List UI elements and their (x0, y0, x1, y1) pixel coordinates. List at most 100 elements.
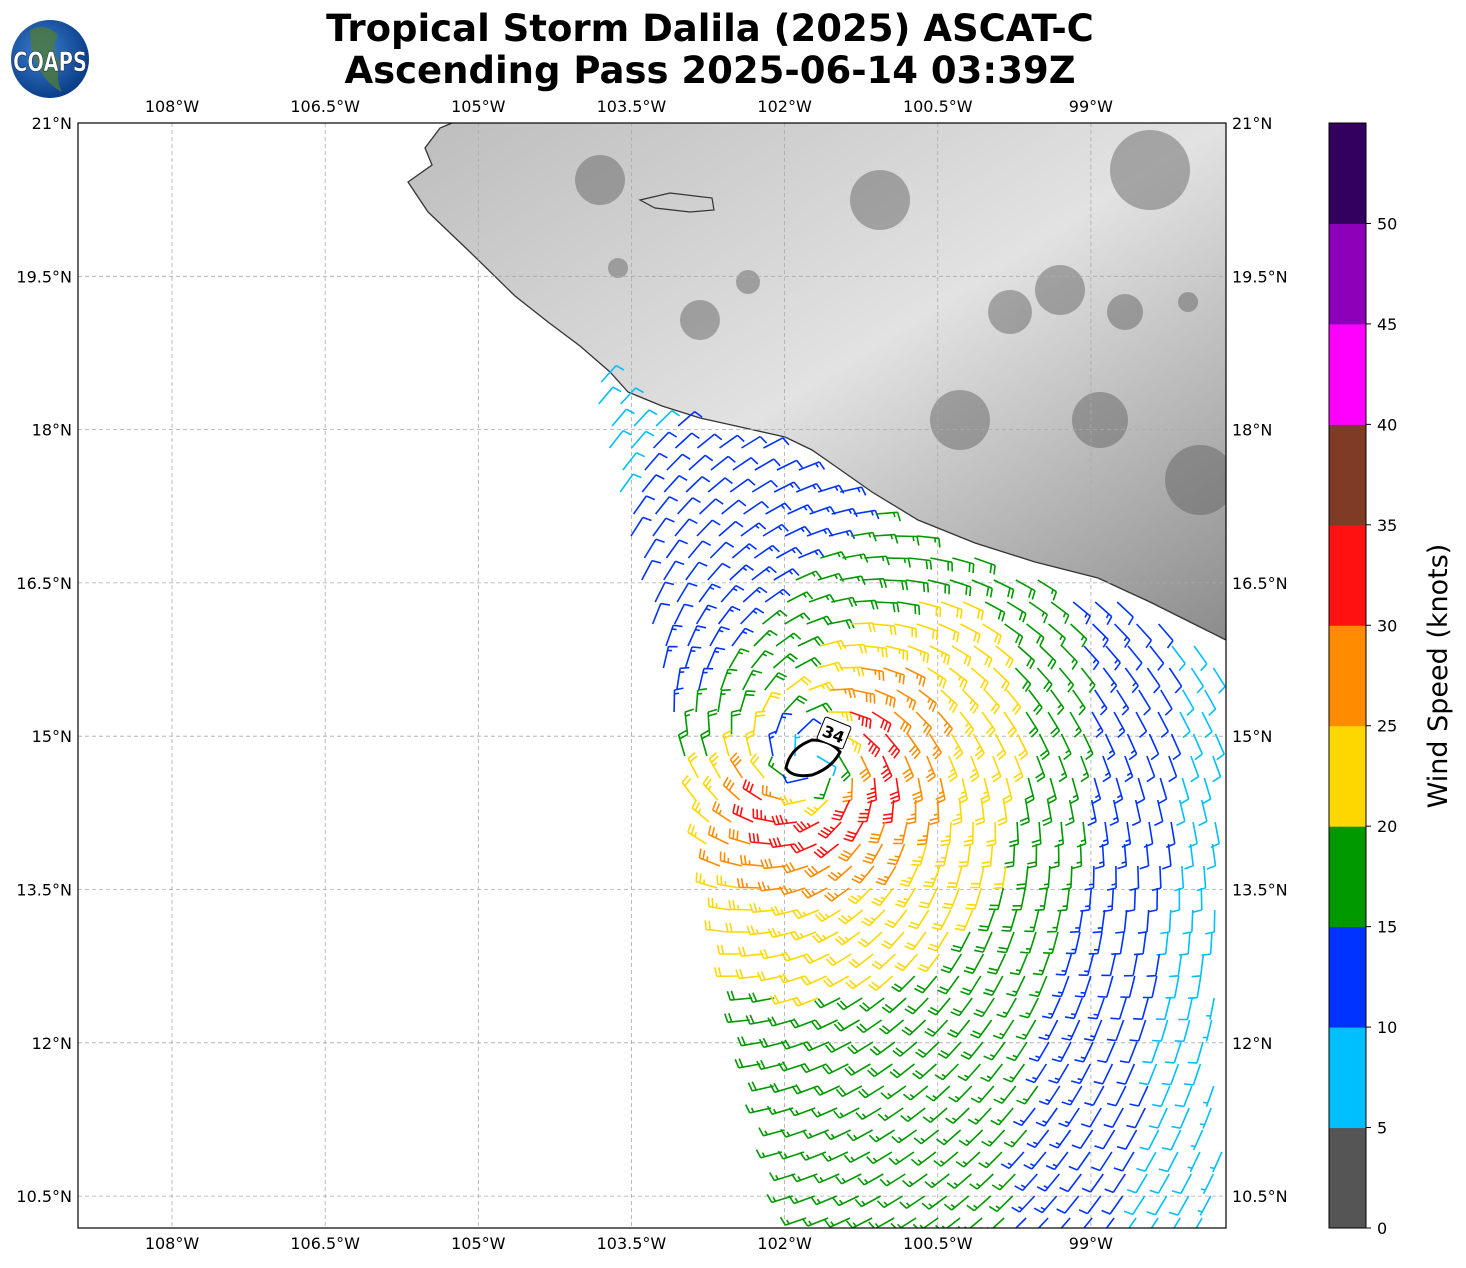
wind-barb-staff (857, 931, 883, 948)
wind-barb-staff (633, 409, 658, 427)
wind-barb (1171, 1107, 1190, 1129)
lat-tick-label: 13.5°N (1232, 881, 1288, 900)
wind-barb (726, 990, 753, 1001)
wind-barb-staff (983, 975, 1004, 997)
wind-barb (1214, 733, 1225, 761)
wind-barb-staff (1123, 953, 1139, 977)
wind-barb-staff (950, 997, 973, 1017)
wind-barb-staff (1048, 1063, 1070, 1084)
wind-barb (1169, 953, 1183, 978)
wind-barb-staff (918, 887, 939, 909)
wind-barb-staff (960, 623, 981, 644)
wind-barb (764, 588, 791, 603)
wind-barb-staff (767, 1016, 794, 1027)
wind-barb-staff (778, 884, 806, 896)
wind-barb-staff (934, 1063, 959, 1081)
wind-barb (767, 927, 795, 939)
wind-barb-staff (798, 461, 826, 471)
wind-barb-staff (1047, 909, 1062, 933)
wind-barb (1133, 931, 1147, 956)
wind-barb-staff (698, 583, 721, 603)
wind-barb (641, 559, 662, 581)
wind-barb (797, 635, 825, 647)
wind-barb (1037, 579, 1058, 601)
wind-barb (792, 820, 820, 833)
wind-barb-staff (813, 1085, 841, 1096)
wind-barb (770, 905, 797, 917)
wind-barb-staff (652, 517, 675, 537)
wind-barb (846, 1129, 873, 1142)
wind-barb-staff (928, 733, 942, 760)
wind-barb (1004, 843, 1016, 869)
wind-barb-staff (1097, 975, 1114, 998)
colorbar-segment (1329, 725, 1366, 827)
wind-barb (781, 861, 809, 874)
wind-barb (716, 874, 740, 889)
wind-barb (691, 799, 710, 823)
wind-barb-staff (674, 518, 698, 537)
wind-barb-staff (1045, 1151, 1069, 1171)
wind-barb-staff (910, 1151, 937, 1166)
wind-barb-staff (1061, 1019, 1081, 1041)
wind-barb-staff (1050, 601, 1070, 625)
wind-barb-staff (1064, 997, 1083, 1020)
wind-barb-staff (724, 1012, 750, 1024)
wind-barb (749, 753, 765, 779)
wind-barb-staff (908, 557, 933, 570)
wind-barb-staff (834, 931, 861, 946)
wind-barb (781, 951, 808, 962)
wind-barb (867, 1063, 893, 1078)
map-axes-labels: 108°W108°W106.5°W106.5°W105°W105°W103.5°… (16, 97, 1287, 1253)
wind-barb (894, 535, 920, 546)
wind-barb-staff (838, 755, 851, 782)
wind-barb-staff (1038, 1085, 1061, 1106)
wind-barb-staff (1116, 689, 1130, 716)
wind-barb (918, 601, 942, 617)
wind-barb-staff (992, 1019, 1015, 1040)
wind-barb (663, 475, 688, 493)
wind-barb-staff (866, 777, 878, 804)
wind-barb (1060, 1217, 1071, 1228)
wind-barb (845, 1217, 873, 1228)
wind-barb-staff (1097, 1041, 1116, 1063)
wind-barb (991, 755, 1002, 783)
wind-barb (1111, 931, 1125, 955)
wind-barb (763, 437, 790, 449)
wind-barb-staff (866, 1151, 893, 1165)
wind-barb-staff (1200, 1173, 1215, 1195)
wind-barb (704, 920, 729, 933)
wind-barb-staff (1028, 689, 1043, 716)
wind-barb (988, 887, 1005, 911)
wind-barb-staff (719, 851, 743, 867)
wind-barb-staff (713, 967, 739, 978)
wind-barb (685, 561, 708, 581)
wind-barb (1080, 887, 1093, 912)
wind-barb-staff (717, 689, 731, 713)
wind-barb (778, 973, 806, 984)
wind-barb-staff (924, 1173, 950, 1189)
wind-barb-staff (1124, 667, 1139, 694)
wind-barb-staff (753, 544, 780, 559)
wind-barb-staff (770, 905, 797, 917)
wind-barb (897, 601, 921, 615)
wind-barb (1126, 1107, 1146, 1129)
wind-barb-staff (824, 1041, 852, 1053)
wind-barb-staff (1006, 975, 1026, 997)
wind-barb-staff (927, 931, 949, 952)
lon-tick-label: 100.5°W (903, 1234, 973, 1253)
wind-barb (709, 541, 735, 559)
wind-barb (888, 1151, 915, 1166)
wind-barb-staff (934, 843, 950, 867)
wind-barb-staff (970, 865, 985, 889)
lat-tick-label: 13.5°N (16, 881, 72, 900)
wind-barb (960, 1041, 984, 1060)
wind-barb-staff (1191, 953, 1205, 978)
wind-barb (1035, 1107, 1058, 1127)
wind-barb-staff (652, 431, 678, 449)
wind-barb (822, 975, 850, 988)
wind-barb (838, 843, 862, 862)
wind-barb (1038, 1085, 1061, 1106)
wind-barb (788, 1107, 816, 1117)
wind-barb (844, 1063, 871, 1076)
wind-barb (1133, 997, 1149, 1020)
